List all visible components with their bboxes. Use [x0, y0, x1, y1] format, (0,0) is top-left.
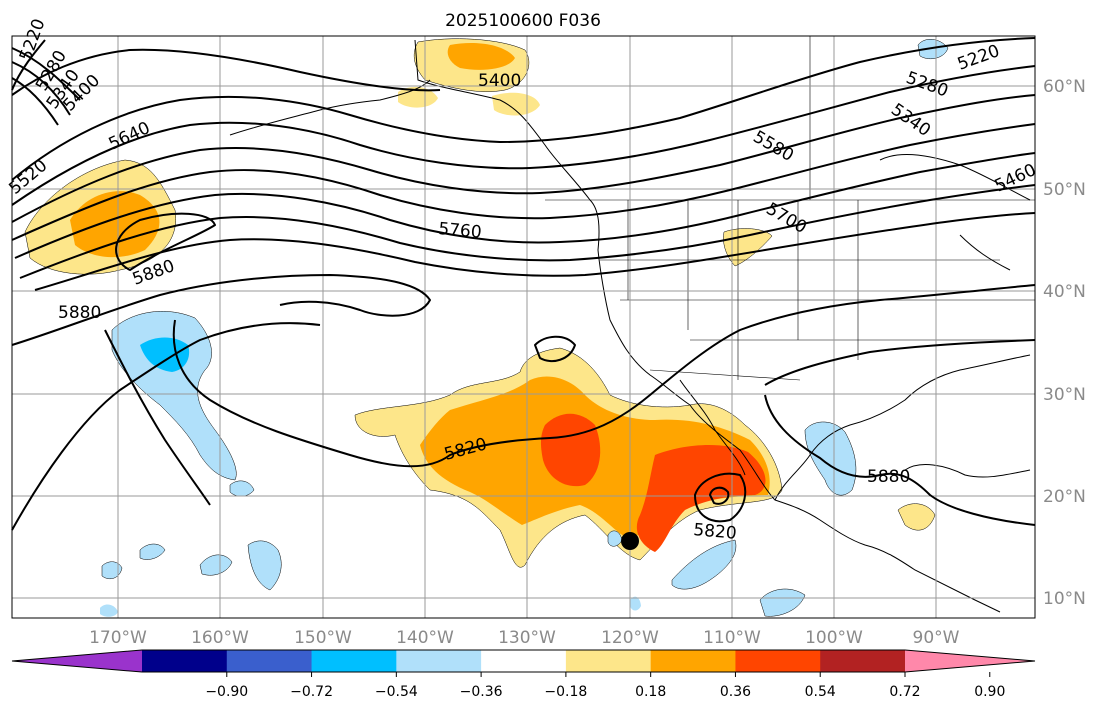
colorbar-tick-label: 0.72 [889, 684, 920, 700]
height-contours [11, 37, 1036, 531]
black-dot-marker [621, 532, 639, 550]
colorbar-tick-label: 0.54 [805, 684, 836, 700]
lat-label: 20°N [1043, 487, 1086, 507]
lat-label: 60°N [1043, 77, 1086, 97]
colorbar-tick-label: −0.36 [460, 684, 503, 700]
colorbar-tick-label: −0.54 [375, 684, 418, 700]
colorbar-tick-label: −0.90 [205, 684, 248, 700]
lon-label: 120°W [601, 628, 659, 648]
lon-label: 150°W [294, 628, 352, 648]
colorbar-tick-label: 0.36 [720, 684, 751, 700]
lon-label: 140°W [396, 628, 454, 648]
colorbar-tick-label: −0.72 [290, 684, 333, 700]
latitude-labels: 60°N 50°N 40°N 30°N 20°N 10°N [1043, 77, 1086, 609]
colorbar-segment [142, 650, 228, 672]
lon-label: 110°W [703, 628, 761, 648]
colorbar-segment [396, 650, 482, 672]
lat-label: 30°N [1043, 385, 1086, 405]
longitude-labels: 170°W 160°W 150°W 140°W 130°W 120°W 110°… [89, 628, 960, 648]
lat-label: 10°N [1043, 589, 1086, 609]
lat-label: 50°N [1043, 180, 1086, 200]
colorbar-tick-label: 0.18 [635, 684, 666, 700]
colorbar-extend-high [905, 650, 1035, 672]
political-borders [545, 36, 1035, 381]
colorbar-tick-label: 0.90 [974, 684, 1005, 700]
colorbar-segment [650, 650, 736, 672]
colorbar-segment [226, 650, 313, 672]
colorbar-extend-low [12, 650, 142, 672]
colorbar-segment [481, 650, 567, 672]
lat-label: 40°N [1043, 282, 1086, 302]
lon-label: 160°W [191, 628, 249, 648]
contour-label: 5820 [693, 520, 738, 544]
gridlines [12, 36, 1035, 618]
lon-label: 90°W [913, 628, 960, 648]
colorbar-outline [11, 649, 1036, 673]
contour-label: 5880 [58, 303, 101, 323]
contour-label: 5880 [867, 467, 910, 487]
map-border [11, 35, 1036, 619]
colorbar: −0.90 −0.72 −0.54 −0.36 −0.18 0.18 0.36 0.54 0.7… [11, 649, 1036, 700]
contour-label: 5760 [438, 219, 483, 243]
colorbar-segment [311, 650, 397, 672]
map-panel: 5220 5280 5340 5400 5400 5220 5280 5340 … [5, 16, 1039, 619]
lon-label: 130°W [498, 628, 556, 648]
colorbar-segment [735, 650, 821, 672]
map-title: 2025100600 F036 [445, 11, 601, 31]
lon-label: 100°W [805, 628, 863, 648]
lon-label: 170°W [89, 628, 147, 648]
colorbar-segment [565, 650, 652, 672]
contour-label: 5400 [478, 71, 521, 91]
shaded-anomaly-field [24, 38, 949, 617]
colorbar-segment [820, 650, 906, 672]
colorbar-tick-label: −0.18 [544, 684, 587, 700]
